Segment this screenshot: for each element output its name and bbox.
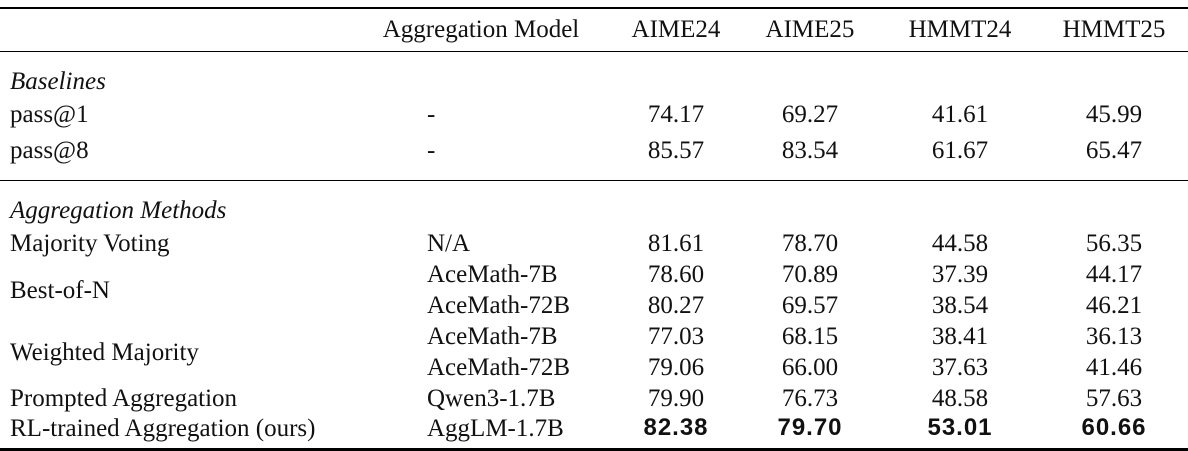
value-cell-bold: 82.38 [643, 414, 709, 442]
value-cell: 36.13 [1085, 323, 1143, 351]
value-cell: 78.60 [647, 261, 705, 289]
model-cell: N/A [427, 230, 471, 258]
model-cell: AceMath-72B [427, 354, 571, 382]
model-cell: AggLM-1.7B [427, 414, 564, 442]
section-label-aggregation-methods: Aggregation Methods [10, 197, 227, 224]
header-cell-empty [0, 8, 350, 52]
value-cell: 41.46 [1085, 354, 1143, 382]
value-cell: 37.39 [931, 261, 989, 289]
value-cell: 78.70 [781, 230, 839, 258]
value-cell: 74.17 [647, 101, 705, 129]
table-row-best-of-n-72b: AceMath-72B 80.27 69.57 38.54 46.21 [0, 291, 1188, 322]
value-cell: 56.35 [1085, 230, 1143, 258]
value-cell: 57.63 [1085, 385, 1143, 413]
value-cell: 76.73 [781, 385, 839, 413]
value-cell: 38.54 [931, 292, 989, 320]
results-table: Aggregation Model AIME24 AIME25 HMMT24 H… [0, 7, 1188, 451]
method-cell-weighted-majority: Weighted Majority [10, 338, 199, 366]
value-cell: 37.63 [931, 354, 989, 382]
value-cell: 48.58 [931, 385, 989, 413]
value-cell-bold: 79.70 [777, 414, 843, 442]
value-cell-bold: 60.66 [1081, 414, 1147, 442]
model-cell: AceMath-7B [427, 261, 558, 289]
table-row-weighted-majority-72b: AceMath-72B 79.06 66.00 37.63 41.46 [0, 353, 1188, 384]
value-cell: 66.00 [781, 354, 839, 382]
value-cell: 45.99 [1085, 101, 1143, 129]
method-cell: RL-trained Aggregation (ours) [10, 414, 316, 442]
model-cell: Qwen3-1.7B [427, 385, 556, 413]
header-cell-aime25: AIME25 [740, 8, 880, 52]
value-cell: 83.54 [740, 130, 880, 181]
value-cell: 65.47 [1040, 130, 1188, 181]
header-cell-hmmt25: HMMT25 [1040, 8, 1188, 52]
table-row-pass8: pass@8 - 85.57 83.54 61.67 65.47 [0, 130, 1188, 181]
value-cell: 79.90 [647, 385, 705, 413]
value-cell: 69.27 [781, 101, 839, 129]
section-row-baselines: Baselines [0, 51, 1188, 100]
value-cell: 46.21 [1085, 292, 1143, 320]
value-cell: 44.58 [931, 230, 989, 258]
header-cell-aggregation-model: Aggregation Model [350, 8, 612, 52]
model-cell: - [427, 101, 436, 129]
value-cell: 38.41 [931, 323, 989, 351]
value-cell: 70.89 [781, 261, 839, 289]
model-cell: - [350, 130, 612, 181]
table-row-rl-trained: RL-trained Aggregation (ours) AggLM-1.7B… [0, 414, 1188, 450]
value-cell: 85.57 [612, 130, 740, 181]
method-cell: pass@8 [0, 130, 350, 181]
method-cell: Majority Voting [10, 230, 170, 258]
model-cell: AceMath-7B [427, 323, 558, 351]
value-cell: 80.27 [647, 292, 705, 320]
model-cell: AceMath-72B [427, 292, 571, 320]
method-cell: Prompted Aggregation [10, 385, 238, 413]
table-row-pass1: pass@1 - 74.17 69.27 41.61 45.99 [0, 100, 1188, 131]
section-label-baselines: Baselines [10, 68, 106, 95]
table-row-majority-voting: Majority Voting N/A 81.61 78.70 44.58 56… [0, 229, 1188, 260]
header-cell-hmmt24: HMMT24 [880, 8, 1040, 52]
table-row-weighted-majority-7b: Weighted Majority AceMath-7B 77.03 68.15… [0, 322, 1188, 366]
value-cell: 61.67 [880, 130, 1040, 181]
section-row-aggregation-methods: Aggregation Methods [0, 180, 1188, 229]
value-cell: 77.03 [647, 323, 705, 351]
header-row: Aggregation Model AIME24 AIME25 HMMT24 H… [0, 8, 1188, 52]
value-cell: 69.57 [781, 292, 839, 320]
table-row-prompted-aggregation: Prompted Aggregation Qwen3-1.7B 79.90 76… [0, 384, 1188, 415]
method-cell: pass@1 [10, 101, 89, 129]
value-cell: 44.17 [1085, 261, 1143, 289]
header-cell-aime24: AIME24 [612, 8, 740, 52]
value-cell: 81.61 [647, 230, 705, 258]
value-cell: 68.15 [781, 323, 839, 351]
value-cell-bold: 53.01 [927, 414, 993, 442]
value-cell: 79.06 [647, 354, 705, 382]
table-row-best-of-n-7b: Best-of-N AceMath-7B 78.60 70.89 37.39 4… [0, 260, 1188, 304]
method-cell-best-of-n: Best-of-N [10, 276, 110, 304]
value-cell: 41.61 [931, 101, 989, 129]
